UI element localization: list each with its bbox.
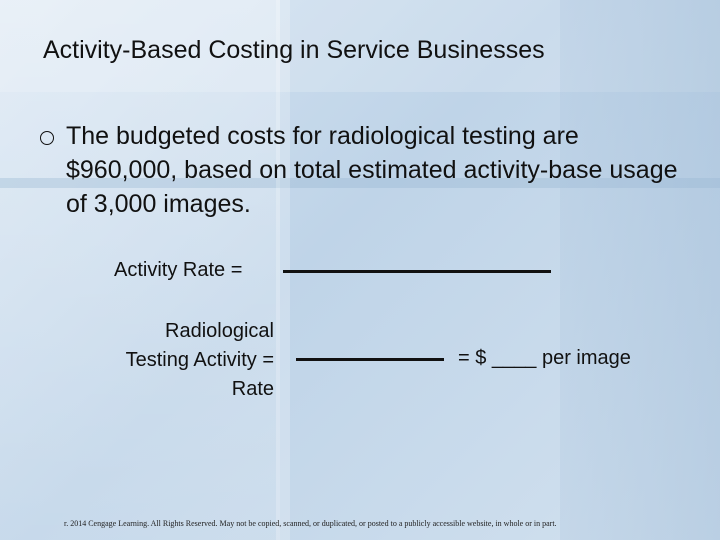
- rate-result-text: = $ ____ per image: [458, 347, 631, 369]
- activity-rate-fraction-line: [283, 270, 551, 273]
- activity-rate-label: Activity Rate =: [114, 259, 243, 281]
- radiological-rate-label: Radiological Testing Activity = Rate: [60, 317, 274, 404]
- hollow-circle-bullet-icon: [40, 131, 54, 145]
- bullet-text: The budgeted costs for radiological test…: [66, 122, 678, 218]
- background-panel-right: [560, 0, 720, 540]
- radiological-rate-label-line: Testing Activity =: [125, 349, 274, 371]
- radiological-rate-label-line: Rate: [231, 378, 274, 400]
- radiological-rate-fraction-line: [296, 358, 444, 361]
- copyright-notice: r. 2014 Cengage Learning. All Rights Res…: [64, 519, 557, 528]
- radiological-rate-label-line: Radiological: [165, 320, 274, 342]
- slide-title: Activity-Based Costing in Service Busine…: [43, 36, 545, 64]
